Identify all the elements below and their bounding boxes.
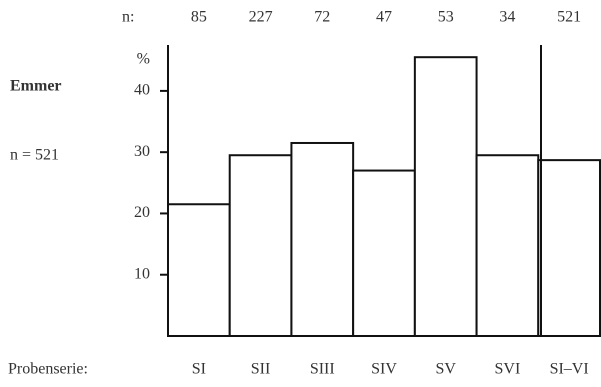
chart-subtitle: n = 521	[10, 147, 59, 164]
y-tick-label: 10	[134, 265, 150, 282]
count-value: 72	[314, 9, 330, 26]
x-tick-label: SIV	[371, 361, 397, 378]
y-tick-label: 20	[134, 204, 150, 221]
bar	[228, 154, 293, 337]
bar	[352, 169, 416, 337]
y-tick-label: 30	[134, 143, 150, 160]
bar	[290, 141, 355, 337]
count-value: 85	[191, 9, 207, 26]
count-value: 47	[376, 9, 392, 26]
count-value: 521	[557, 9, 581, 26]
bar	[537, 159, 601, 337]
count-value: 53	[438, 9, 454, 26]
count-label: n:	[122, 9, 134, 26]
bar	[475, 154, 540, 337]
count-value: 34	[499, 9, 515, 26]
x-tick-label: SI	[192, 361, 206, 378]
chart-title: Emmer	[10, 78, 62, 95]
x-tick-label: SV	[435, 361, 456, 378]
x-tick-label: SII	[251, 361, 271, 378]
y-tick-label: 40	[134, 82, 150, 99]
y-axis-label: %	[137, 51, 150, 68]
count-value: 227	[249, 9, 273, 26]
x-tick-label: SIII	[310, 361, 335, 378]
x-axis-label: Probenserie:	[8, 361, 88, 378]
x-tick-label: SI–VI	[550, 361, 589, 378]
bar	[167, 203, 231, 337]
x-tick-label: SVI	[495, 361, 521, 378]
bar	[413, 56, 478, 337]
